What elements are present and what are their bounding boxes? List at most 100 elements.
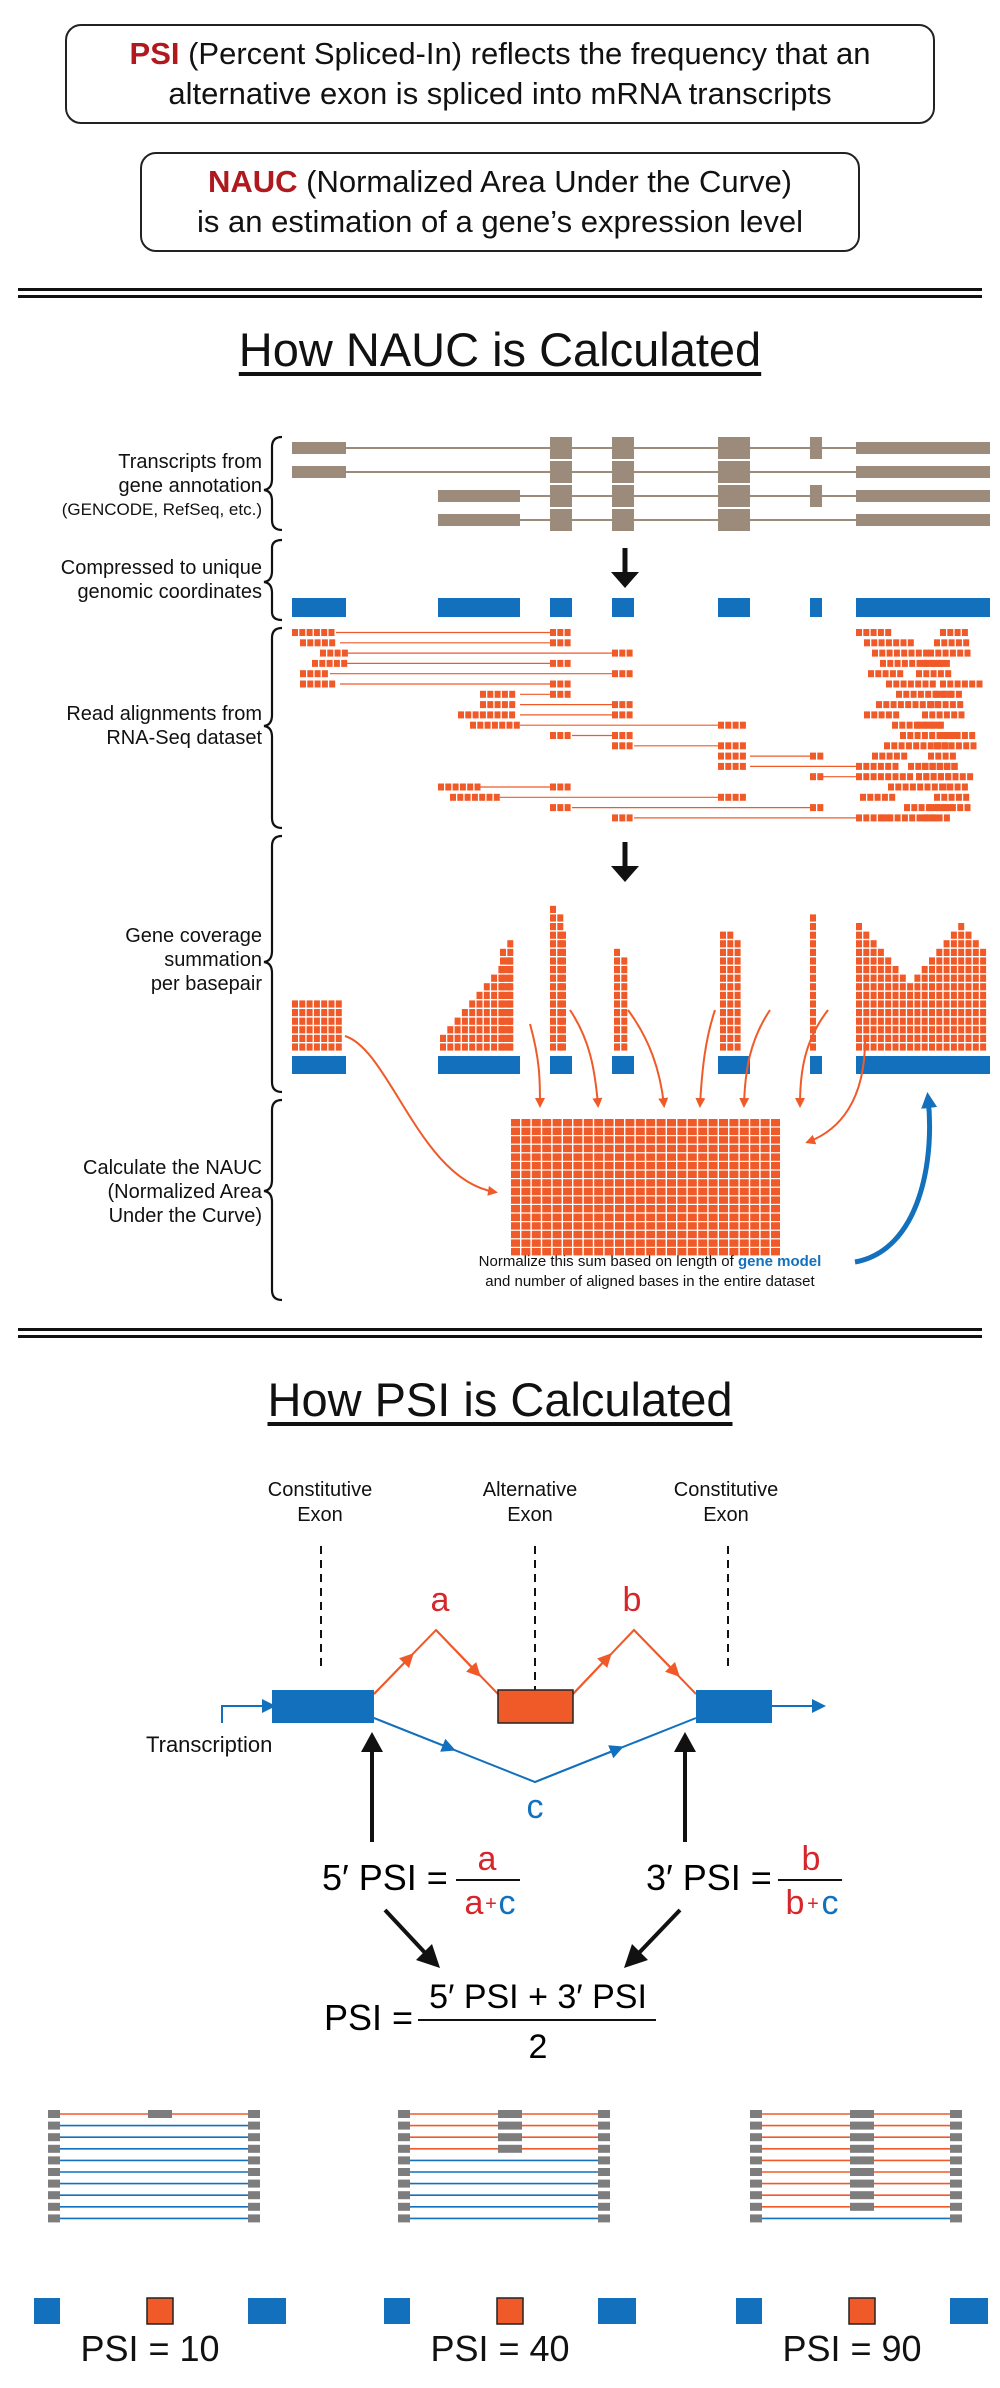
coverage-block <box>965 1034 972 1042</box>
read-end-block <box>248 2214 260 2223</box>
grid-block <box>552 1170 562 1178</box>
grid-block <box>563 1187 572 1196</box>
read-block <box>299 629 306 636</box>
coverage-block <box>936 1009 943 1017</box>
coverage-block <box>440 1043 446 1051</box>
coverage-block <box>734 1026 741 1034</box>
grid-block <box>594 1179 604 1187</box>
coverage-block <box>863 1043 870 1051</box>
read-block <box>892 773 899 781</box>
step-label-read-alignments: Read alignments from RNA-Seq dataset <box>66 703 262 749</box>
read-block <box>957 701 964 709</box>
read-block <box>892 721 898 729</box>
read-block <box>897 701 904 709</box>
coverage-block <box>980 1009 987 1017</box>
coverage-block <box>914 983 921 991</box>
coverage-block <box>921 1026 928 1034</box>
coverage-block <box>614 991 620 999</box>
read-block <box>810 804 816 812</box>
coverage-block <box>863 974 870 982</box>
coverage-block <box>507 948 514 956</box>
read-block <box>493 793 500 801</box>
read-block <box>903 690 910 698</box>
read-block <box>501 690 508 698</box>
coverage-block <box>560 931 566 939</box>
grid-block <box>583 1230 593 1239</box>
grid-block <box>511 1196 520 1204</box>
junction-a-label: a <box>431 1581 450 1619</box>
compressed-exons <box>292 598 990 617</box>
read-block <box>499 721 506 729</box>
grid-block <box>583 1127 593 1135</box>
read-block <box>879 649 886 657</box>
grid-block <box>687 1153 697 1161</box>
read-block <box>872 752 878 760</box>
formula-total-num: 5′ PSI + 3′ PSI <box>429 1978 647 2016</box>
read-block <box>893 752 900 760</box>
coverage-block <box>936 991 943 999</box>
coverage-block <box>720 966 726 974</box>
grid-block <box>625 1230 635 1239</box>
transcript-exon <box>612 509 634 531</box>
grid-block <box>625 1136 635 1144</box>
read-block <box>961 680 968 688</box>
read-block <box>909 783 916 791</box>
coverage-block <box>720 1009 726 1017</box>
read-block <box>619 711 626 719</box>
read-block <box>557 659 564 667</box>
grid-block <box>760 1119 770 1127</box>
read-block <box>479 711 486 719</box>
read-block <box>923 773 930 781</box>
coverage-block <box>727 931 734 939</box>
coverage-block <box>870 1026 877 1034</box>
grid-block <box>719 1127 728 1135</box>
coverage-block <box>943 940 950 948</box>
coverage-block <box>965 931 972 939</box>
grid-block <box>604 1127 614 1135</box>
grid-block <box>760 1205 770 1213</box>
read-block <box>961 732 968 739</box>
coverage-block <box>885 1017 892 1025</box>
coverage-block <box>885 966 892 974</box>
grid-block <box>719 1213 728 1221</box>
coverage-block <box>965 974 972 982</box>
coverage-block <box>321 1009 328 1017</box>
grid-block <box>708 1170 718 1178</box>
coverage-block <box>943 991 950 999</box>
grid-block <box>729 1205 739 1213</box>
coverage-block <box>863 957 870 965</box>
coverage-block <box>550 914 556 922</box>
alternative-exon-block <box>848 2297 876 2325</box>
coverage-block <box>921 1017 928 1025</box>
coverage-block <box>720 1026 726 1034</box>
coverage-block <box>560 1034 566 1042</box>
grid-block <box>542 1162 552 1170</box>
read-block <box>963 742 970 750</box>
grid-block <box>677 1179 687 1187</box>
coverage-block <box>500 983 506 991</box>
grid-block <box>552 1136 562 1144</box>
read-block <box>936 814 943 822</box>
coverage-block <box>943 957 950 965</box>
grid-block <box>729 1239 739 1247</box>
grid-block <box>708 1248 718 1256</box>
coverage-block <box>921 1034 928 1042</box>
grid-block <box>729 1144 739 1153</box>
grid-block <box>635 1162 645 1170</box>
read-block <box>870 629 877 636</box>
nauc-definition-line2: is an estimation of a gene’s expression … <box>197 204 803 239</box>
coverage-block <box>950 966 957 974</box>
coverage-block <box>491 1034 498 1042</box>
read-block <box>863 773 870 781</box>
grid-block <box>521 1119 531 1127</box>
grid-block <box>542 1136 552 1144</box>
grid-block <box>687 1144 697 1153</box>
grid-block <box>708 1144 718 1153</box>
grid-block <box>552 1144 562 1153</box>
read-block <box>893 639 900 647</box>
coverage-exon <box>856 1056 990 1074</box>
read-block <box>487 711 494 719</box>
coverage-block <box>914 991 921 999</box>
read-block <box>927 742 934 750</box>
grid-block <box>583 1162 593 1170</box>
